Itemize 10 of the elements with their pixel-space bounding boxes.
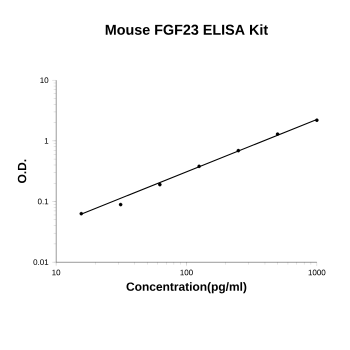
point xyxy=(158,182,162,186)
y-axis-title: O.D. xyxy=(18,160,26,183)
point xyxy=(197,164,201,168)
point xyxy=(276,132,280,136)
x-axis-title: Concentration(pg/ml) xyxy=(126,282,246,294)
point xyxy=(79,212,84,216)
point xyxy=(315,118,319,122)
chart-title: Mouse FGF23 ELISA Kit xyxy=(106,24,268,35)
point xyxy=(236,148,240,152)
point xyxy=(118,202,122,206)
